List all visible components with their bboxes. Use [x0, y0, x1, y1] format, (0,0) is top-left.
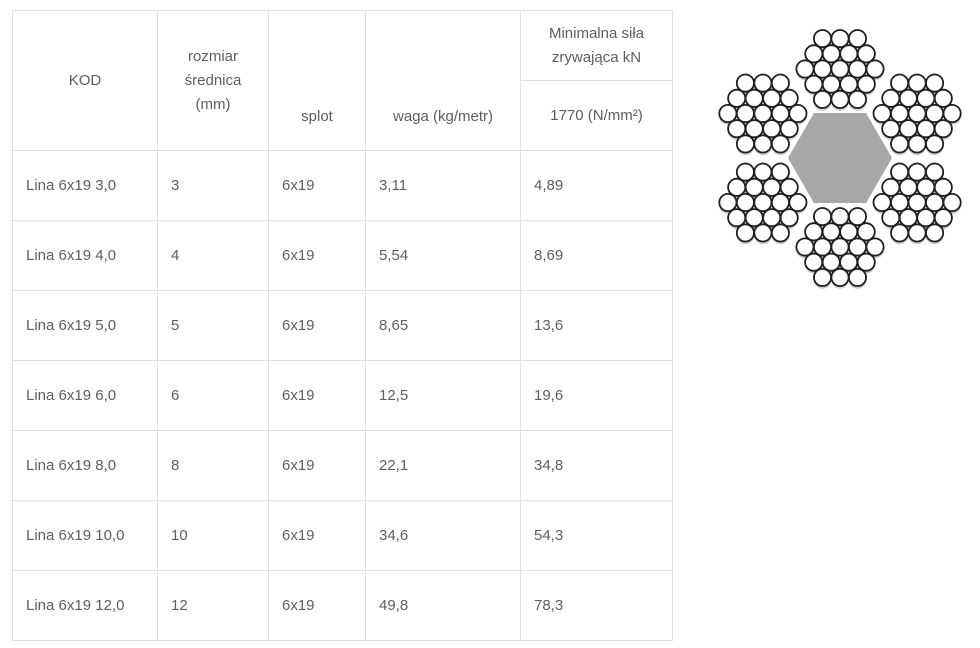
cell-waga: 49,8: [365, 570, 521, 641]
cell-waga: 5,54: [365, 220, 521, 291]
cell-kod: Lina 6x19 6,0: [12, 360, 158, 431]
cell-sila: 54,3: [520, 500, 673, 571]
table-row: Lina 6x19 5,0 5 6x19 8,65 13,6: [12, 290, 673, 361]
cell-rozmiar: 6: [157, 360, 269, 431]
column-header-splot: splot: [268, 10, 366, 151]
cell-waga: 3,11: [365, 150, 521, 221]
cell-waga: 8,65: [365, 290, 521, 361]
cell-kod: Lina 6x19 10,0: [12, 500, 158, 571]
cell-waga: 12,5: [365, 360, 521, 431]
column-header-rozmiar: rozmiar średnica (mm): [157, 10, 269, 151]
cell-rozmiar: 8: [157, 430, 269, 501]
table-row: Lina 6x19 10,0 10 6x19 34,6 54,3: [12, 500, 673, 571]
rope-spec-table: KOD rozmiar średnica (mm) splot waga (kg…: [12, 10, 673, 641]
cell-sila: 4,89: [520, 150, 673, 221]
rope-cross-section-diagram: [700, 18, 980, 298]
cell-sila: 19,6: [520, 360, 673, 431]
cell-sila: 8,69: [520, 220, 673, 291]
cell-kod: Lina 6x19 8,0: [12, 430, 158, 501]
cell-kod: Lina 6x19 3,0: [12, 150, 158, 221]
cell-rozmiar: 4: [157, 220, 269, 291]
column-header-sila-zrywajaca: Minimalna siła zrywająca kN: [520, 10, 673, 81]
cell-kod: Lina 6x19 4,0: [12, 220, 158, 291]
cell-splot: 6x19: [268, 360, 366, 431]
cell-splot: 6x19: [268, 570, 366, 641]
cell-rozmiar: 5: [157, 290, 269, 361]
table-body: Lina 6x19 3,0 3 6x19 3,11 4,89 Lina 6x19 4,0 4…: [12, 150, 673, 641]
cell-sila: 34,8: [520, 430, 673, 501]
column-header-sila-1770: 1770 (N/mm²): [520, 80, 673, 151]
table-row: Lina 6x19 8,0 8 6x19 22,1 34,8: [12, 430, 673, 501]
column-header-waga: waga (kg/metr): [365, 10, 521, 151]
cell-rozmiar: 10: [157, 500, 269, 571]
cell-splot: 6x19: [268, 290, 366, 361]
table-row: Lina 6x19 4,0 4 6x19 5,54 8,69: [12, 220, 673, 291]
cell-kod: Lina 6x19 5,0: [12, 290, 158, 361]
cell-sila: 78,3: [520, 570, 673, 641]
cell-kod: Lina 6x19 12,0: [12, 570, 158, 641]
cell-sila: 13,6: [520, 290, 673, 361]
cell-splot: 6x19: [268, 430, 366, 501]
cell-rozmiar: 3: [157, 150, 269, 221]
table-row: Lina 6x19 6,0 6 6x19 12,5 19,6: [12, 360, 673, 431]
cell-splot: 6x19: [268, 150, 366, 221]
cell-rozmiar: 12: [157, 570, 269, 641]
table-row: Lina 6x19 3,0 3 6x19 3,11 4,89: [12, 150, 673, 221]
cell-waga: 34,6: [365, 500, 521, 571]
column-header-kod: KOD: [12, 10, 158, 151]
cell-splot: 6x19: [268, 500, 366, 571]
table-header: KOD rozmiar średnica (mm) splot waga (kg…: [12, 10, 673, 151]
cell-waga: 22,1: [365, 430, 521, 501]
cell-splot: 6x19: [268, 220, 366, 291]
table-row: Lina 6x19 12,0 12 6x19 49,8 78,3: [12, 570, 673, 641]
